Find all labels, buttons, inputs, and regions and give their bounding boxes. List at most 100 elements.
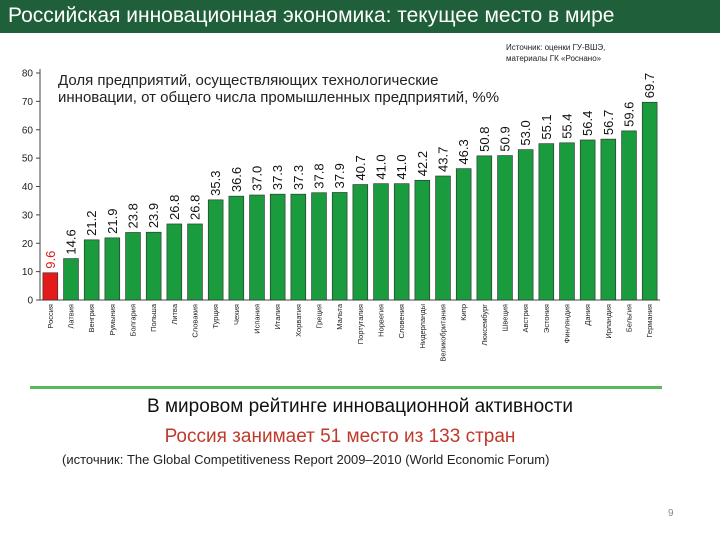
y-tick-label: 50 [22, 154, 34, 165]
bar [455, 168, 472, 301]
category-label: Ирландия [604, 304, 613, 339]
bar [42, 272, 59, 301]
category-label: Испания [253, 304, 262, 334]
bar-value-label: 40.7 [353, 155, 368, 180]
category-label: Кипр [459, 304, 468, 321]
y-tick-label: 70 [22, 97, 34, 108]
bar-value-label: 9.6 [43, 251, 58, 269]
bar [538, 143, 555, 301]
bar-value-label: 55.1 [539, 114, 554, 139]
rank-statement: В мировом рейтинге инновационной активно… [147, 396, 573, 417]
category-label: Нидерланды [418, 304, 427, 349]
bar-value-label: 50.9 [498, 126, 513, 151]
bar-value-label: 59.6 [622, 102, 637, 127]
bar [621, 130, 637, 301]
bar [579, 139, 596, 301]
category-label: Литва [170, 303, 179, 324]
category-label: Хорватия [294, 304, 303, 337]
bar-value-label: 53.0 [518, 120, 533, 145]
bar [352, 184, 369, 301]
y-tick-label: 60 [22, 125, 34, 136]
bar [331, 192, 348, 301]
bar [600, 138, 617, 301]
bar-value-label: 14.6 [64, 229, 79, 254]
category-label: Польша [149, 303, 158, 332]
bar-value-label: 36.6 [229, 167, 244, 192]
category-label: Россия [46, 304, 55, 329]
category-label: Бельгия [625, 304, 634, 332]
category-label: Португалия [356, 304, 365, 344]
rank-source-note: (источник: The Global Competitiveness Re… [62, 452, 550, 467]
y-tick-label: 10 [22, 267, 34, 278]
bar-value-label: 55.4 [560, 113, 575, 138]
bar-chart: 0 10 20 30 40 50 60 70 80 9.6 Россия 14.6 Латвия 21.2… [22, 69, 660, 362]
category-label: Турция [211, 304, 220, 329]
bar-value-label: 37.9 [332, 163, 347, 188]
bar [517, 149, 534, 301]
bar-value-label: 50.8 [477, 127, 492, 152]
bar [63, 258, 79, 301]
category-label: Греция [315, 304, 324, 329]
bar-value-label: 37.8 [312, 163, 327, 188]
bar [187, 223, 203, 301]
bar-value-label: 37.3 [291, 165, 306, 190]
y-tick-label: 30 [22, 210, 34, 221]
category-label: Румыния [108, 304, 117, 336]
bar [476, 155, 493, 301]
bar [311, 192, 327, 301]
page-title: Российская инновационная экономика: теку… [8, 4, 615, 27]
category-label: Латвия [67, 304, 76, 329]
category-label: Норвегия [377, 304, 386, 337]
y-tick-label: 40 [22, 182, 34, 193]
category-label: Венгрия [87, 304, 96, 332]
y-tick-label: 80 [22, 69, 34, 80]
category-label: Мальта [335, 303, 344, 330]
bar [414, 179, 431, 301]
bar [104, 237, 121, 301]
category-label: Италия [273, 304, 282, 330]
bar-value-label: 23.9 [146, 203, 161, 228]
bar [641, 101, 658, 301]
category-label: Швеция [501, 304, 510, 332]
bar [290, 193, 307, 301]
bar-value-label: 56.7 [601, 110, 616, 135]
bar [125, 232, 141, 301]
category-label: Люксембург [480, 304, 489, 346]
bar [166, 223, 183, 301]
bar-value-label: 26.8 [188, 195, 203, 220]
category-label: Дания [583, 304, 592, 326]
category-label: Словения [397, 304, 406, 339]
bar [145, 231, 162, 301]
title-bar: Российская инновационная экономика: теку… [0, 0, 720, 33]
divider-line [30, 386, 662, 389]
bar [228, 195, 245, 301]
bar [269, 193, 286, 301]
bar-value-label: 69.7 [642, 73, 657, 98]
bar [559, 142, 575, 301]
bar-value-label: 41.0 [394, 154, 409, 179]
category-label: Словакия [191, 304, 200, 338]
category-label: Германия [645, 304, 654, 338]
bar-value-label: 37.3 [270, 165, 285, 190]
bar [497, 155, 513, 301]
bar-value-label: 43.7 [436, 147, 451, 172]
chart-title: Доля предприятий, осуществляющих техноло… [58, 72, 500, 106]
page-number: 9 [668, 508, 674, 519]
bar [393, 183, 410, 301]
y-tick-label: 20 [22, 239, 34, 250]
y-tick-label: 0 [27, 296, 33, 307]
bar-value-label: 23.8 [126, 203, 141, 228]
bar [83, 239, 100, 301]
bar-value-label: 37.0 [250, 166, 265, 191]
category-label: Великобритания [439, 304, 448, 362]
bar-value-label: 21.9 [105, 209, 120, 234]
bar [373, 183, 389, 301]
chart-source-note: Источник: оценки ГУ-ВШЭ, материалы ГК «Р… [506, 43, 606, 63]
bar-value-label: 42.2 [415, 151, 430, 176]
bar-value-label: 41.0 [374, 154, 389, 179]
bar-value-label: 35.3 [208, 171, 223, 196]
category-label: Болгария [129, 304, 138, 336]
category-label: Финляндия [563, 304, 572, 343]
category-label: Чехия [232, 304, 241, 325]
bar-value-label: 21.2 [84, 211, 99, 236]
